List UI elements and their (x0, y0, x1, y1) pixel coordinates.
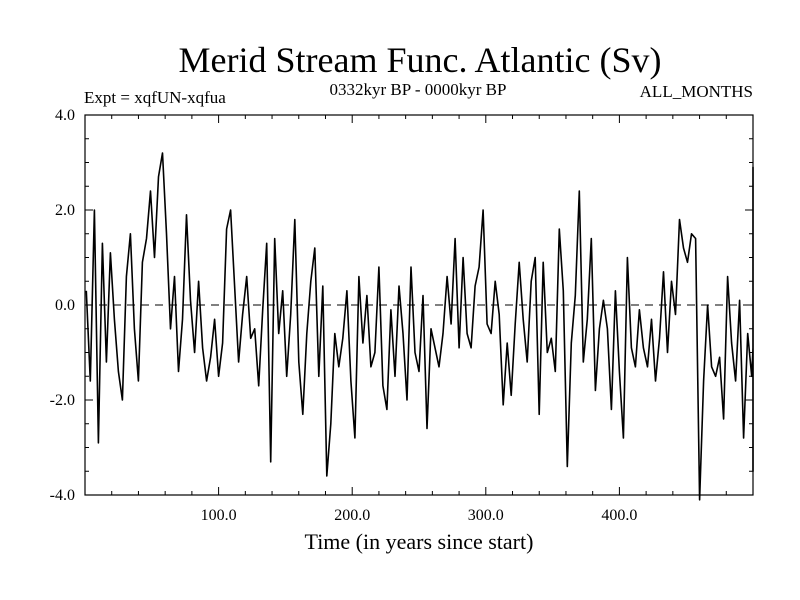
period-label: 0332kyr BP - 0000kyr BP (330, 80, 507, 99)
y-tick-label: -2.0 (50, 392, 75, 409)
axis-tick-labels: 100.0 200.0 300.0 400.0 -4.0 -2.0 0.0 2.0 4.0 (50, 107, 638, 524)
y-tick-label: 0.0 (55, 297, 75, 314)
months-label: ALL_MONTHS (640, 82, 753, 101)
plot-frame (84, 114, 754, 496)
chart-title: Merid Stream Func. Atlantic (Sv) (179, 40, 662, 80)
y-tick-label: 2.0 (55, 202, 75, 219)
x-tick-label: 100.0 (201, 507, 237, 524)
y-tick-label: 4.0 (55, 107, 75, 124)
x-tick-label: 300.0 (468, 507, 504, 524)
y-tick-label: -4.0 (50, 487, 75, 504)
experiment-label: Expt = xqfUN-xqfua (84, 88, 226, 107)
x-tick-label: 200.0 (334, 507, 370, 524)
x-axis-label: Time (in years since start) (305, 529, 534, 554)
x-tick-label: 400.0 (601, 507, 637, 524)
